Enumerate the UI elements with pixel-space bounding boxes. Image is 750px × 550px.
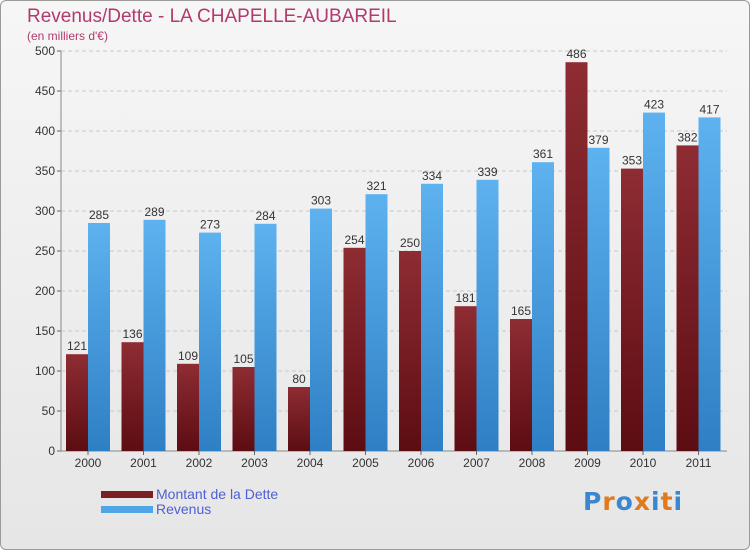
x-tick-label: 2009 (574, 456, 601, 470)
data-label: 181 (455, 291, 475, 305)
data-label: 273 (200, 218, 220, 232)
legend-label-debt: Montant de la Dette (156, 486, 279, 502)
data-label: 105 (233, 352, 253, 366)
chart-subtitle: (en milliers d'€) (27, 29, 108, 43)
x-tick-label: 2005 (352, 456, 379, 470)
x-tick-label: 2011 (686, 456, 712, 470)
data-label: 289 (144, 205, 164, 219)
bar-revenus (587, 147, 610, 452)
y-tick-label: 0 (48, 444, 55, 458)
data-label: 339 (477, 165, 497, 179)
axes: 0 50 100 150 200 250 300 350 400 450 500 2000 2001 20… (35, 44, 727, 470)
bar-debt (66, 354, 88, 451)
bar-debt (232, 367, 255, 451)
logo-letter: i (651, 487, 661, 516)
x-tick-label: 2007 (463, 456, 490, 470)
bar-revenus (88, 223, 110, 451)
y-tick-label: 100 (35, 364, 55, 378)
grid (61, 50, 727, 412)
bar-revenus (254, 223, 277, 451)
bar-revenus (532, 162, 554, 451)
bar-debt (621, 168, 643, 451)
logo-letter: r (602, 487, 616, 516)
bar-debt (121, 342, 144, 451)
y-tick-label: 200 (35, 284, 55, 298)
data-label: 486 (566, 47, 586, 61)
y-tick-label: 450 (35, 84, 55, 98)
data-label: 353 (622, 154, 642, 168)
bar-revenus (421, 183, 443, 452)
proxiti-logo: Proxiti (583, 487, 683, 516)
data-label: 109 (178, 349, 198, 363)
data-label: 423 (644, 98, 664, 112)
y-tick-label: 500 (35, 44, 55, 58)
data-label: 334 (422, 169, 442, 183)
bar-debt (454, 306, 477, 451)
bar-debt (177, 363, 199, 451)
logo-letter: o (615, 487, 634, 516)
data-label: 303 (311, 194, 331, 208)
y-tick-label: 300 (35, 204, 55, 218)
x-tick-label: 2003 (241, 456, 268, 470)
data-label: 417 (699, 102, 719, 116)
legend-swatch-debt (101, 491, 153, 498)
data-label: 321 (366, 179, 386, 193)
logo-letter: i (673, 487, 684, 516)
y-tick-label: 50 (42, 404, 56, 418)
logo-letter: x (633, 487, 651, 516)
y-tick-label: 150 (35, 324, 55, 338)
legend-label-revenus: Revenus (156, 501, 212, 517)
data-label: 284 (255, 209, 275, 223)
data-label: 80 (292, 372, 306, 386)
y-tick-label: 350 (35, 164, 55, 178)
logo-letter: t (660, 487, 674, 516)
x-tick-label: 2010 (630, 456, 657, 470)
y-tick-label: 250 (35, 244, 55, 258)
legend-item-debt: Montant de la Dette (101, 487, 278, 502)
bar-revenus (310, 208, 332, 451)
bar-debt (288, 387, 310, 451)
legend-swatch-revenus (101, 506, 153, 513)
legend-item-revenus: Revenus (101, 502, 278, 517)
data-label: 379 (588, 133, 608, 147)
x-tick-label: 2000 (75, 456, 102, 470)
data-label: 254 (344, 233, 364, 247)
bar-debt (343, 247, 366, 451)
data-label: 165 (511, 304, 531, 318)
legend: Montant de la Dette Revenus (101, 487, 278, 517)
bar-debt (399, 251, 421, 451)
x-tick-label: 2008 (519, 456, 546, 470)
data-label: 285 (89, 208, 109, 222)
bar-revenus (365, 194, 388, 451)
bar-revenus (698, 117, 721, 452)
x-tick-label: 2004 (297, 456, 324, 470)
x-tick-label: 2001 (130, 456, 157, 470)
bar-debt (510, 319, 532, 451)
x-tick-label: 2006 (408, 456, 435, 470)
data-labels: 121 285 136 289 109 273 105 284 80 303 254 321 250 33… (67, 47, 720, 386)
data-label: 361 (533, 147, 553, 161)
data-label: 382 (677, 130, 697, 144)
data-label: 121 (67, 339, 87, 353)
bar-debt (676, 145, 699, 451)
data-label: 136 (122, 327, 142, 341)
bar-revenus (476, 179, 499, 452)
bar-revenus (643, 112, 665, 451)
bar-revenus (143, 219, 166, 451)
y-tick-label: 400 (35, 124, 55, 138)
bar-debt (565, 62, 588, 451)
bars (66, 62, 721, 452)
x-tick-label: 2002 (186, 456, 213, 470)
chart-title: Revenus/Dette - LA CHAPELLE-AUBAREIL (27, 6, 397, 27)
logo-letter: P (583, 487, 603, 516)
bar-revenus (199, 232, 221, 451)
data-label: 250 (400, 236, 420, 250)
